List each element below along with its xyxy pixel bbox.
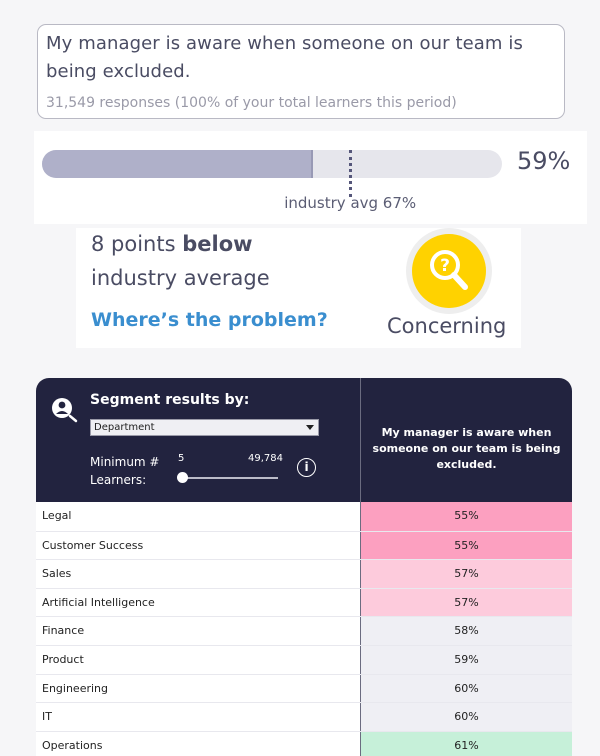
row-label: Engineering — [42, 681, 108, 695]
row-label: Operations — [42, 738, 103, 752]
row-label: Sales — [42, 567, 72, 581]
table-row[interactable]: Finance 58% — [36, 616, 572, 645]
row-value: 61% — [361, 731, 572, 756]
question-card: My manager is aware when someone on our … — [37, 24, 565, 119]
table-row[interactable]: IT 60% — [36, 702, 572, 731]
score-bar-track — [42, 150, 502, 178]
row-value: 58% — [361, 617, 572, 645]
segment-title: Segment results by: — [90, 392, 250, 408]
score-bar-fill — [42, 150, 314, 178]
row-value: 55% — [361, 531, 572, 560]
below-emphasis: below — [182, 232, 253, 256]
score-value: 59% — [517, 147, 571, 175]
table-row[interactable]: Engineering 60% — [36, 673, 572, 703]
table-row[interactable]: Sales 57% — [36, 559, 572, 588]
segment-dropdown[interactable]: Department — [90, 419, 319, 436]
column-header: My manager is aware when someone on our … — [372, 426, 561, 471]
min-learners-slider-track[interactable] — [182, 477, 278, 479]
industry-avg-label: industry avg 67% — [284, 194, 417, 212]
table-row[interactable]: Customer Success 55% — [36, 530, 572, 560]
row-label: Finance — [42, 624, 85, 638]
table-row[interactable]: Artificial Intelligence 57% — [36, 587, 572, 617]
table-row[interactable]: Product 59% — [36, 644, 572, 674]
info-icon[interactable]: i — [297, 458, 316, 477]
row-value: 60% — [361, 674, 572, 703]
industry-average-text: industry average — [91, 266, 270, 290]
caret-down-icon — [306, 425, 314, 430]
row-value: 55% — [361, 502, 572, 531]
user-search-icon — [52, 398, 78, 423]
table-row[interactable]: Legal 55% — [36, 502, 572, 531]
segment-header: Segment results by: Department Minimum #… — [36, 378, 572, 502]
magnifier-question-icon: ? — [406, 228, 492, 314]
industry-avg-marker — [349, 150, 353, 197]
slider-min-value: 5 — [178, 453, 185, 464]
min-learners-slider-thumb[interactable] — [177, 472, 188, 483]
points-difference: 8 points below — [91, 232, 253, 256]
row-label: Artificial Intelligence — [42, 595, 155, 609]
svg-text:?: ? — [440, 256, 450, 276]
segment-panel: Segment results by: Department Minimum #… — [36, 378, 572, 756]
row-label: Product — [42, 652, 84, 666]
row-value: 60% — [361, 703, 572, 731]
row-value: 57% — [361, 588, 572, 617]
row-value: 57% — [361, 560, 572, 588]
summary-panel: 8 points below industry average Where’s … — [76, 228, 521, 348]
row-label: IT — [42, 710, 52, 724]
table-row[interactable]: Operations 61% — [36, 730, 572, 756]
row-label: Customer Success — [42, 538, 144, 552]
row-value: 59% — [361, 645, 572, 674]
wheres-the-problem-link[interactable]: Where’s the problem? — [91, 309, 328, 331]
status-label: Concerning — [387, 314, 507, 338]
segment-rows: Legal 55% Customer Success 55% Sales 57% Artif… — [36, 502, 572, 756]
score-panel: 59% industry avg 67% — [34, 131, 587, 224]
column-divider — [360, 378, 361, 756]
row-label: Legal — [42, 509, 72, 522]
response-count: 31,549 responses (100% of your total lea… — [46, 95, 457, 111]
min-learners-label: Minimum # Learners: — [90, 455, 160, 487]
slider-max-value: 49,784 — [248, 453, 283, 464]
segment-dropdown-value: Department — [94, 422, 155, 433]
question-text: My manager is aware when someone on our … — [46, 33, 523, 82]
